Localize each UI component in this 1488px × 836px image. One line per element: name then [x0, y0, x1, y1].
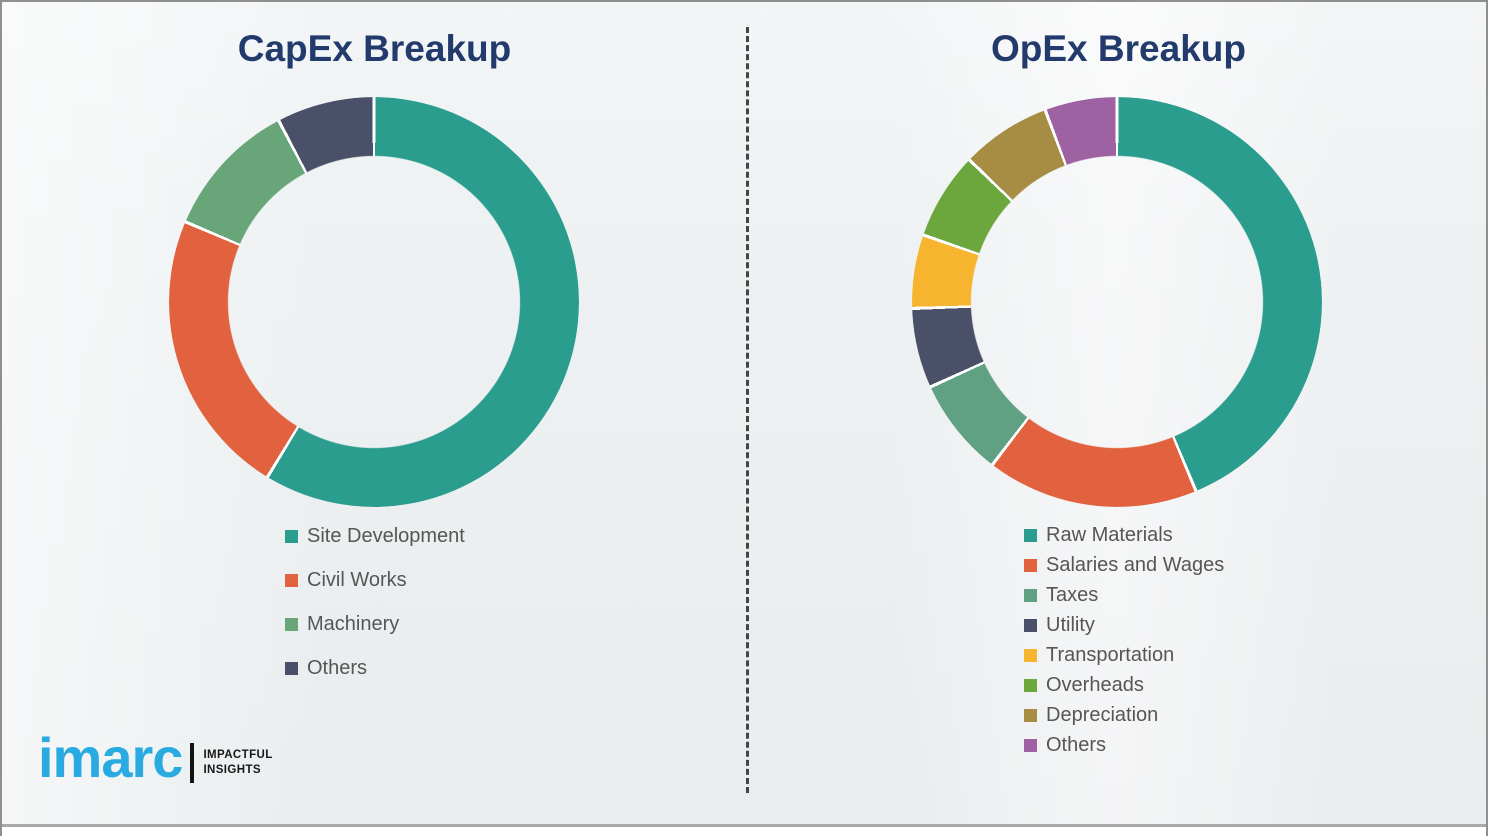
legend-item: Others [285, 646, 465, 690]
legend-label: Salaries and Wages [1046, 553, 1225, 576]
imarc-logo-tagline: IMPACTFUL INSIGHTS [203, 748, 272, 778]
capex-legend: Site Development Civil Works Machinery Othe… [285, 514, 465, 690]
opex-chart-title: OpEx Breakup [991, 28, 1246, 69]
legend-swatch-icon [285, 529, 298, 543]
tagline-line: INSIGHTS [203, 764, 261, 776]
legend-swatch-icon [1024, 588, 1037, 602]
imarc-logo-wordmark: imarc [38, 726, 183, 789]
legend-item: Site Development [285, 514, 465, 558]
legend-label: Depreciation [1046, 703, 1159, 726]
legend-item: Machinery [285, 602, 465, 646]
logo-divider-bar [190, 743, 195, 783]
legend-swatch-icon [1024, 708, 1037, 722]
legend-label: Overheads [1046, 673, 1144, 696]
legend-label: Site Development [307, 524, 465, 547]
legend-label: Taxes [1046, 583, 1099, 606]
legend-label: Machinery [307, 612, 400, 635]
capex-panel: CapEx Breakup Site Development Civil Work… [2, 2, 747, 836]
legend-item: Salaries and Wages [1024, 550, 1224, 580]
legend-label: Raw Materials [1046, 523, 1173, 546]
legend-swatch-icon [1024, 678, 1037, 692]
legend-swatch-icon [1024, 528, 1037, 542]
bottom-border-bar [2, 824, 1486, 827]
capex-chart-title: CapEx Breakup [237, 28, 512, 69]
legend-item: Civil Works [285, 558, 465, 602]
legend-swatch-icon [1024, 648, 1037, 662]
legend-swatch-icon [1024, 558, 1037, 572]
capex-donut-chart [169, 97, 579, 507]
legend-item: Depreciation [1024, 700, 1224, 730]
legend-item: Transportation [1024, 640, 1224, 670]
legend-swatch-icon [285, 617, 298, 631]
legend-label: Others [1046, 733, 1107, 756]
legend-swatch-icon [285, 573, 298, 587]
legend-item: Others [1024, 730, 1224, 760]
opex-panel: OpEx Breakup Raw Materials Salaries and W… [747, 2, 1486, 836]
legend-swatch-icon [1024, 618, 1037, 632]
legend-item: Utility [1024, 610, 1224, 640]
legend-item: Raw Materials [1024, 520, 1224, 550]
tagline-line: IMPACTFUL [203, 749, 273, 762]
legend-swatch-icon [1024, 738, 1037, 752]
bottom-white-strip [2, 827, 1486, 836]
imarc-logo: imarc IMPACTFUL INSIGHTS [38, 730, 273, 786]
legend-item: Overheads [1024, 670, 1224, 700]
legend-label: Others [307, 656, 368, 679]
legend-swatch-icon [285, 661, 298, 675]
legend-item: Taxes [1024, 580, 1224, 610]
legend-label: Civil Works [307, 568, 407, 591]
opex-legend: Raw Materials Salaries and Wages Taxes Util… [1024, 520, 1224, 760]
vertical-dashed-divider [746, 27, 749, 793]
opex-donut-chart [912, 97, 1322, 507]
legend-label: Transportation [1046, 643, 1175, 666]
legend-label: Utility [1046, 613, 1095, 636]
